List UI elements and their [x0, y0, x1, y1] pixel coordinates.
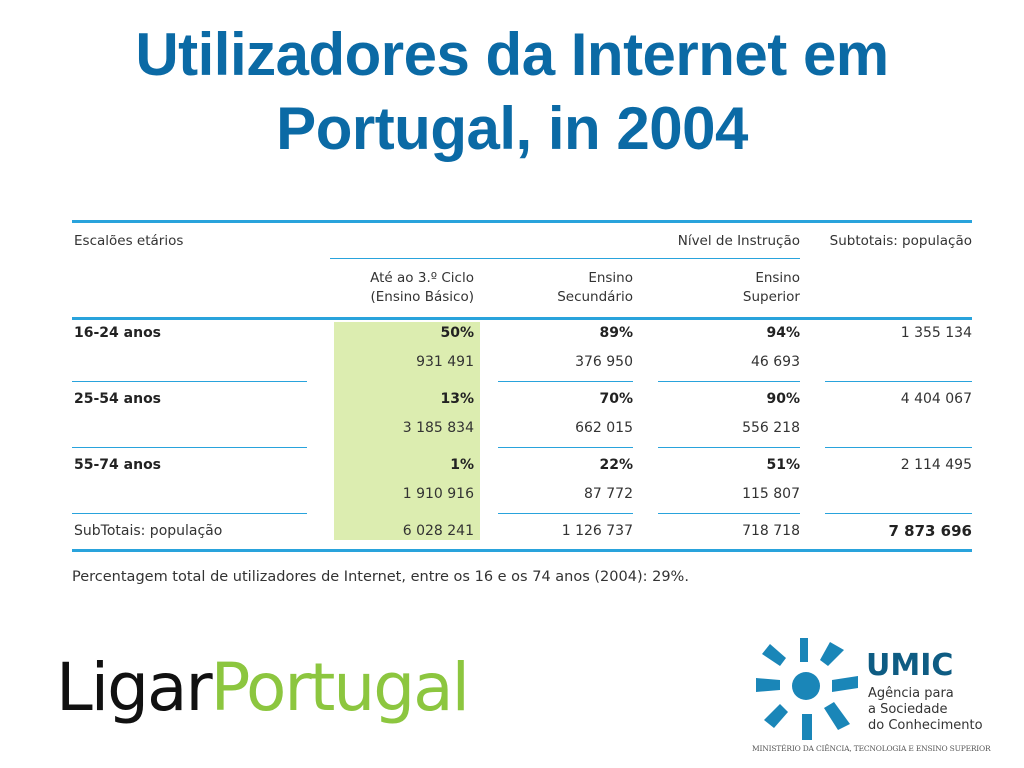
- cell-subtotal: 1 355 134: [900, 325, 972, 341]
- umic-subtitle-line-3: do Conhecimento: [868, 718, 983, 733]
- row-label-25-54: 25-54 anos: [74, 391, 162, 407]
- table-bottom-rule: [72, 549, 972, 552]
- row-label-16-24: 16-24 anos: [74, 325, 162, 341]
- total-basico: 6 028 241: [402, 523, 474, 539]
- header-bottom-rule: [72, 317, 972, 320]
- row-divider: [498, 381, 633, 382]
- header-col-basico-2: (Ensino Básico): [370, 289, 474, 305]
- cell-superior-count: 46 693: [751, 354, 800, 370]
- umic-subtitle-line-1: Agência para: [868, 686, 954, 701]
- internet-users-table: Escalões etários Nível de Instrução Subt…: [72, 220, 972, 560]
- grand-total: 7 873 696: [888, 522, 972, 540]
- cell-basico-pct: 50%: [440, 325, 474, 341]
- title-line-1: Utilizadores da Internet em: [135, 21, 889, 88]
- cell-secundario-count: 376 950: [575, 354, 633, 370]
- basico-column-highlight: [334, 322, 480, 540]
- row-divider: [72, 381, 307, 382]
- cell-superior-pct: 90%: [766, 391, 800, 407]
- cell-secundario-pct: 70%: [599, 391, 633, 407]
- ligar-portugal-logo: LigarPortugal: [56, 648, 470, 728]
- cell-basico-count: 3 185 834: [402, 420, 474, 436]
- totals-label: SubTotais: população: [74, 523, 223, 539]
- row-divider: [498, 447, 633, 448]
- header-education-level: Nível de Instrução: [677, 233, 800, 249]
- row-divider: [498, 513, 633, 514]
- cell-basico-count: 931 491: [416, 354, 474, 370]
- cell-secundario-count: 662 015: [575, 420, 633, 436]
- header-col-superior-2: Superior: [742, 289, 800, 305]
- title-line-2: Portugal, in 2004: [276, 95, 748, 162]
- cell-secundario-count: 87 772: [584, 486, 633, 502]
- slide-title: Utilizadores da Internet em Portugal, in…: [0, 18, 1024, 166]
- row-divider: [658, 447, 800, 448]
- umic-subtitle-line-2: a Sociedade: [868, 702, 948, 717]
- cell-secundario-pct: 22%: [599, 457, 633, 473]
- header-col-secundario-1: Ensino: [588, 270, 633, 286]
- total-superior: 718 718: [742, 523, 800, 539]
- row-divider: [658, 513, 800, 514]
- header-age-groups: Escalões etários: [74, 233, 184, 249]
- table-top-rule: [72, 220, 972, 223]
- row-divider: [825, 513, 972, 514]
- row-divider: [72, 447, 307, 448]
- umic-name: UMIC: [866, 648, 954, 683]
- cell-superior-pct: 94%: [766, 325, 800, 341]
- cell-superior-count: 556 218: [742, 420, 800, 436]
- umic-emblem-icon: [756, 638, 858, 740]
- row-label-55-74: 55-74 anos: [74, 457, 162, 473]
- ligar-logo-part-1: Ligar: [56, 649, 213, 726]
- cell-superior-count: 115 807: [742, 486, 800, 502]
- ligar-logo-part-2: Portugal: [210, 649, 470, 726]
- row-divider: [825, 381, 972, 382]
- footnote: Percentagem total de utilizadores de Int…: [72, 569, 689, 585]
- row-divider: [658, 381, 800, 382]
- cell-basico-count: 1 910 916: [402, 486, 474, 502]
- header-subrule: [330, 258, 800, 259]
- header-subtotals: Subtotais: população: [829, 233, 972, 249]
- cell-superior-pct: 51%: [766, 457, 800, 473]
- cell-subtotal: 2 114 495: [900, 457, 972, 473]
- row-divider: [825, 447, 972, 448]
- ministry-label: MINISTÉRIO DA CIÊNCIA, TECNOLOGIA E ENSI…: [752, 744, 991, 753]
- umic-subtitle: Agência para a Sociedade do Conhecimento: [868, 686, 983, 734]
- cell-secundario-pct: 89%: [599, 325, 633, 341]
- total-secundario: 1 126 737: [561, 523, 633, 539]
- cell-basico-pct: 13%: [440, 391, 474, 407]
- cell-subtotal: 4 404 067: [900, 391, 972, 407]
- cell-basico-pct: 1%: [450, 457, 474, 473]
- row-divider: [72, 513, 307, 514]
- header-col-superior-1: Ensino: [755, 270, 800, 286]
- header-col-basico-1: Até ao 3.º Ciclo: [370, 270, 474, 286]
- header-col-secundario-2: Secundário: [557, 289, 633, 305]
